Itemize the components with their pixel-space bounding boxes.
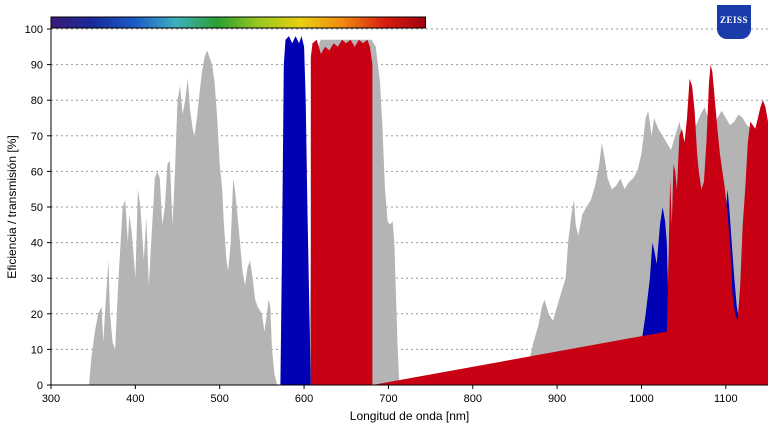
y-tick-label: 20 [31,309,43,321]
series-layer [88,36,769,385]
x-tick-label: 600 [295,393,313,405]
y-tick-label: 100 [25,24,43,36]
x-tick-label: 300 [42,393,60,405]
y-tick-label: 30 [31,273,43,285]
y-tick-label: 50 [31,202,43,214]
x-tick-label: 900 [548,393,566,405]
x-axis-title: Longitud de onda [nm] [350,409,469,423]
y-tick-label: 10 [31,344,43,356]
y-tick-label: 60 [31,166,43,178]
tick-labels: 300 400 500 600 700 800 900 1000 1100 0 10 20 30 40 50… [25,24,738,405]
series-area-0 [88,39,769,385]
y-tick-label: 70 [31,131,43,143]
y-tick-label: 80 [31,95,43,107]
axes [47,28,768,389]
y-tick-label: 40 [31,238,43,250]
x-tick-label: 400 [126,393,144,405]
x-tick-label: 800 [464,393,482,405]
x-tick-label: 500 [211,393,229,405]
series-area-2 [310,39,768,385]
spectrum-color-bar [50,16,427,29]
zeiss-logo: ZEISS [717,5,751,39]
x-tick-label: 1100 [714,393,738,405]
x-tick-label: 1000 [629,393,653,405]
y-axis-title: Eficiencia / transmisión [%] [5,135,19,278]
x-tick-label: 700 [379,393,397,405]
y-tick-label: 90 [31,60,43,72]
y-tick-label: 0 [37,380,43,392]
